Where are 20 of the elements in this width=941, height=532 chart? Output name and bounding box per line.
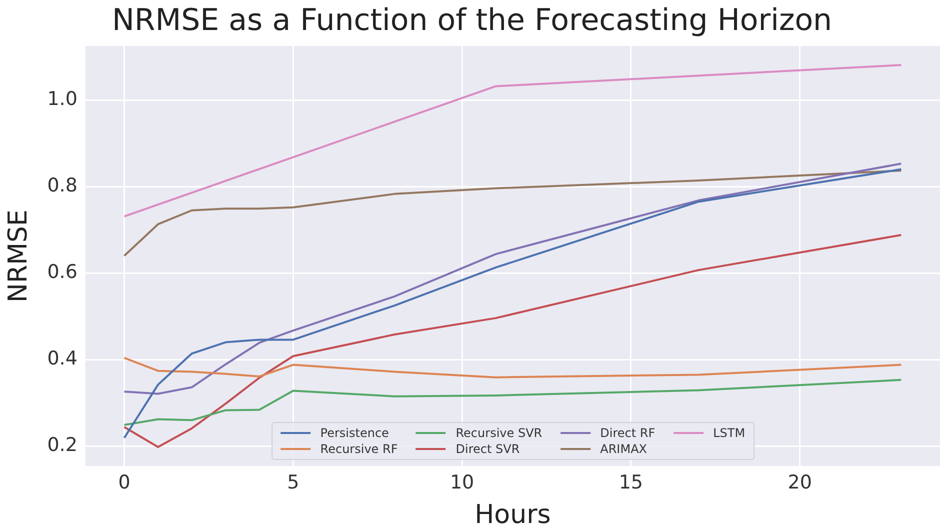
legend-label: ARIMAX — [600, 442, 647, 456]
x-tick-label: 20 — [788, 471, 812, 494]
y-tick-label: 0.4 — [47, 348, 78, 370]
legend-label: Direct SVR — [456, 442, 520, 456]
x-tick-label: 0 — [118, 471, 130, 494]
y-tick-label: 0.2 — [47, 434, 78, 456]
y-tick-label: 0.6 — [47, 261, 78, 284]
legend-label: LSTM — [713, 426, 746, 440]
y-axis-title: NRMSE — [3, 210, 34, 302]
legend-label: Persistence — [320, 426, 389, 440]
legend-label: Recursive SVR — [456, 426, 542, 440]
x-tick-label: 5 — [287, 471, 300, 494]
legend-label: Recursive RF — [320, 442, 398, 456]
legend-label: Direct RF — [600, 426, 656, 440]
y-tick-label: 0.8 — [47, 174, 78, 197]
x-axis-title: Hours — [474, 500, 551, 530]
y-tick-label: 1.0 — [47, 88, 78, 110]
chart-title: NRMSE as a Function of the Forecasting Horizon — [112, 2, 832, 38]
x-tick-label: 15 — [618, 471, 644, 494]
x-tick-label: 10 — [450, 471, 474, 494]
